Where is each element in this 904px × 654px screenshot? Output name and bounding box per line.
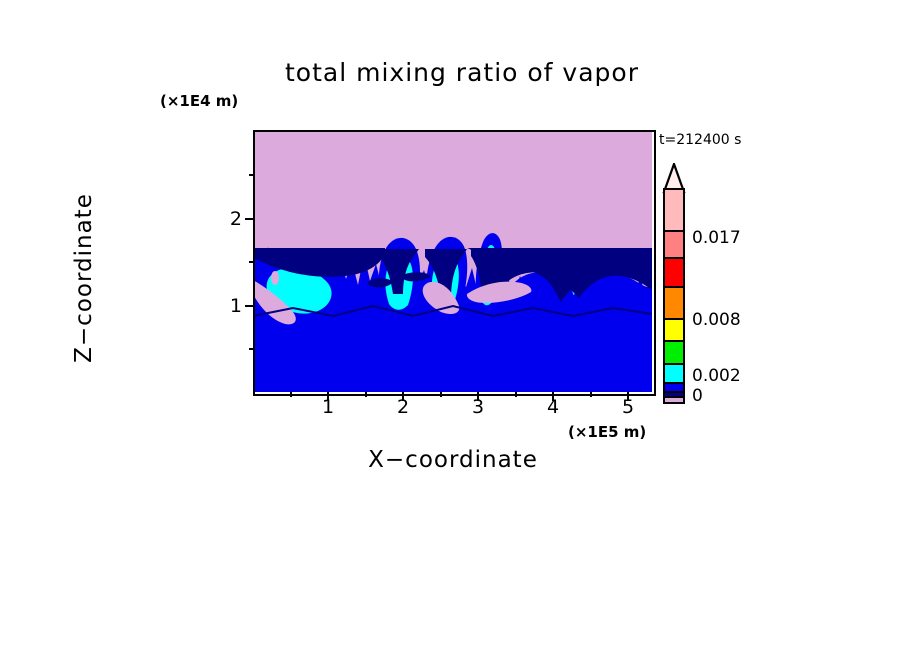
x-tick-label-1: 1: [321, 396, 335, 418]
y-axis-title: Z−coordinate: [71, 193, 97, 363]
y-tick-2: [245, 218, 254, 220]
colorbar-arrow-cap: [662, 163, 686, 193]
colorbar-label-0017: 0.017: [692, 228, 741, 248]
colorbar-band-3: [665, 382, 683, 391]
colorbar-label-0: 0: [692, 386, 703, 406]
x-tick-label-2: 2: [396, 396, 410, 418]
colorbar-band-8: [665, 257, 683, 286]
x-tick-4: [552, 392, 554, 401]
chart-title: total mixing ratio of vapor: [284, 58, 639, 87]
x-axis-title: X−coordinate: [368, 447, 538, 473]
x-tick-minor: [440, 392, 442, 397]
x-axis-unit-label: (×1E5 m): [568, 423, 647, 441]
y-tick-minor: [249, 174, 254, 176]
colorbar-band-5: [665, 340, 683, 363]
colorbar-band-9: [665, 230, 683, 257]
plot-area: [253, 130, 652, 392]
x-tick-2: [402, 392, 404, 401]
colorbar-band-1: [665, 396, 683, 402]
contour-field: [253, 130, 652, 392]
x-tick-1: [327, 392, 329, 401]
y-tick-label-1: 1: [229, 295, 242, 317]
y-tick-1: [245, 305, 254, 307]
y-axis-unit-label: (×1E4 m): [160, 92, 239, 110]
x-tick-5: [627, 392, 629, 401]
x-tick-minor: [590, 392, 592, 397]
colorbar-label-0002: 0.002: [692, 366, 741, 386]
x-tick-label-3: 3: [471, 396, 485, 418]
colorbar-band-7: [665, 286, 683, 318]
x-tick-minor: [515, 392, 517, 397]
colorbar-band-10: [665, 190, 683, 230]
x-tick-label-4: 4: [546, 396, 560, 418]
x-tick-3: [477, 392, 479, 401]
colorbar-band-6: [665, 318, 683, 340]
x-tick-label-5: 5: [621, 396, 635, 418]
time-annotation: t=212400 s: [659, 132, 742, 148]
x-tick-minor: [365, 392, 367, 397]
y-tick-minor: [249, 348, 254, 350]
y-tick-label-2: 2: [229, 208, 242, 230]
y-tick-minor: [249, 261, 254, 263]
colorbar-band-2: [665, 391, 683, 396]
colorbar: [665, 190, 683, 402]
colorbar-band-4: [665, 363, 683, 382]
colorbar-label-0008: 0.008: [692, 310, 741, 330]
x-tick-minor: [290, 392, 292, 397]
